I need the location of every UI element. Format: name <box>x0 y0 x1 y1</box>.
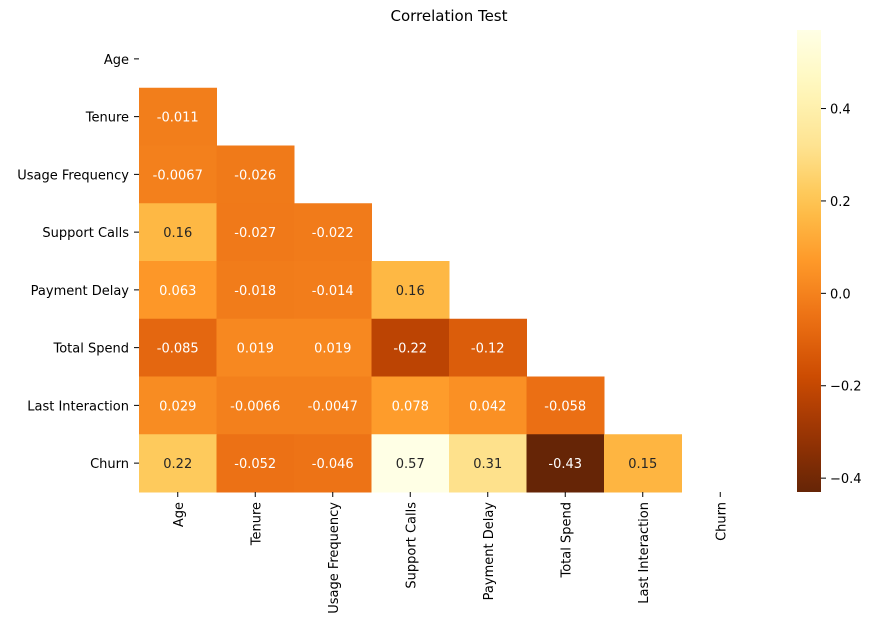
heatmap-cell <box>139 203 217 262</box>
heatmap-cell <box>294 261 372 320</box>
heatmap-cell <box>294 376 372 435</box>
heatmap-cell <box>139 145 217 204</box>
column-label: Last Interaction <box>637 502 652 604</box>
heatmap-cell <box>216 376 295 435</box>
colorbar <box>797 30 821 492</box>
heatmap-cell <box>139 434 217 493</box>
row-label: Tenure <box>85 111 129 126</box>
cell-value-label: 0.078 <box>392 399 429 414</box>
heatmap-cell <box>449 318 527 377</box>
column-label: Payment Delay <box>482 502 497 601</box>
heatmap-cell <box>449 376 527 435</box>
heatmap-cell <box>371 318 450 377</box>
cell-value-label: 0.22 <box>163 457 192 472</box>
column-label: Usage Frequency <box>327 502 342 614</box>
row-labels: Age Tenure Usage Frequency Support Calls Pay… <box>17 53 139 472</box>
cell-value-label: -0.22 <box>393 342 427 357</box>
cell-value-label: -0.026 <box>234 168 276 183</box>
cell-value-label: -0.018 <box>234 284 276 299</box>
cell-value-label: -0.046 <box>312 457 354 472</box>
heatmap-cell <box>449 434 527 493</box>
cell-value-label: 0.029 <box>159 399 196 414</box>
heatmap-cell <box>139 261 217 320</box>
colorbar-tick-label: 0.4 <box>830 103 851 118</box>
cell-value-label: -0.058 <box>544 399 586 414</box>
heatmap-cell <box>294 203 372 262</box>
heatmap-cell <box>139 376 217 435</box>
cell-value-label: 0.15 <box>628 457 657 472</box>
row-label: Last Interaction <box>27 399 129 414</box>
column-label: Churn <box>714 502 729 541</box>
heatmap-cell <box>139 87 217 146</box>
cell-value-label: 0.16 <box>396 284 425 299</box>
heatmap-cell <box>216 145 295 204</box>
cell-value-label: -0.014 <box>312 284 354 299</box>
heatmap-cell <box>371 376 450 435</box>
colorbar-ticks: 0.4 0.2 0.0 −0.2 −0.4 <box>821 103 862 487</box>
cell-value-label: -0.085 <box>157 342 199 357</box>
column-label: Age <box>172 502 187 527</box>
cell-value-label: 0.063 <box>159 284 196 299</box>
heatmap-cell <box>604 434 682 493</box>
cell-value-label: -0.027 <box>234 226 276 241</box>
heatmap-cell <box>139 318 217 377</box>
column-labels: Age Tenure Usage Frequency Support Calls Pay… <box>172 492 729 614</box>
heatmap-cell <box>526 376 605 435</box>
colorbar-tick-label: 0.0 <box>830 287 851 302</box>
column-label: Total Spend <box>559 502 574 579</box>
heatmap-cell <box>216 318 295 377</box>
colorbar-tick-label: −0.2 <box>830 380 862 395</box>
colorbar-tick-label: 0.2 <box>830 195 851 210</box>
cell-value-label: 0.31 <box>473 457 502 472</box>
heatmap-cell <box>526 434 605 493</box>
cell-value-label: -0.43 <box>548 457 582 472</box>
cell-value-label: 0.16 <box>163 226 192 241</box>
heatmap-cell <box>294 318 372 377</box>
cell-value-label: 0.019 <box>314 342 351 357</box>
heatmap-cell <box>371 434 450 493</box>
chart-title: Correlation Test <box>390 7 507 25</box>
cell-value-label: -0.011 <box>157 111 199 126</box>
heatmap-cell <box>216 434 295 493</box>
heatmap-cell <box>216 261 295 320</box>
cell-value-label: -0.022 <box>312 226 354 241</box>
row-label: Age <box>104 53 129 68</box>
row-label: Support Calls <box>42 226 129 241</box>
column-label: Tenure <box>249 502 264 546</box>
heatmap-cell <box>371 261 450 320</box>
colorbar-tick-label: −0.4 <box>830 472 862 487</box>
row-label: Total Spend <box>53 342 130 357</box>
cell-value-label: -0.0067 <box>153 168 203 183</box>
heatmap-cells: -0.011 -0.0067 -0.026 0.16 -0.027 -0.022 0.063… <box>139 87 682 493</box>
cell-value-label: -0.0066 <box>230 399 280 414</box>
row-label: Usage Frequency <box>17 168 129 183</box>
cell-value-label: 0.042 <box>469 399 506 414</box>
cell-value-label: 0.57 <box>396 457 425 472</box>
cell-value-label: 0.019 <box>237 342 274 357</box>
column-label: Support Calls <box>404 502 419 589</box>
heatmap-cell <box>216 203 295 262</box>
row-label: Payment Delay <box>31 284 130 299</box>
row-label: Churn <box>90 457 129 472</box>
heatmap-cell <box>294 434 372 493</box>
cell-value-label: -0.052 <box>234 457 276 472</box>
cell-value-label: -0.0047 <box>308 399 358 414</box>
cell-value-label: -0.12 <box>471 342 505 357</box>
